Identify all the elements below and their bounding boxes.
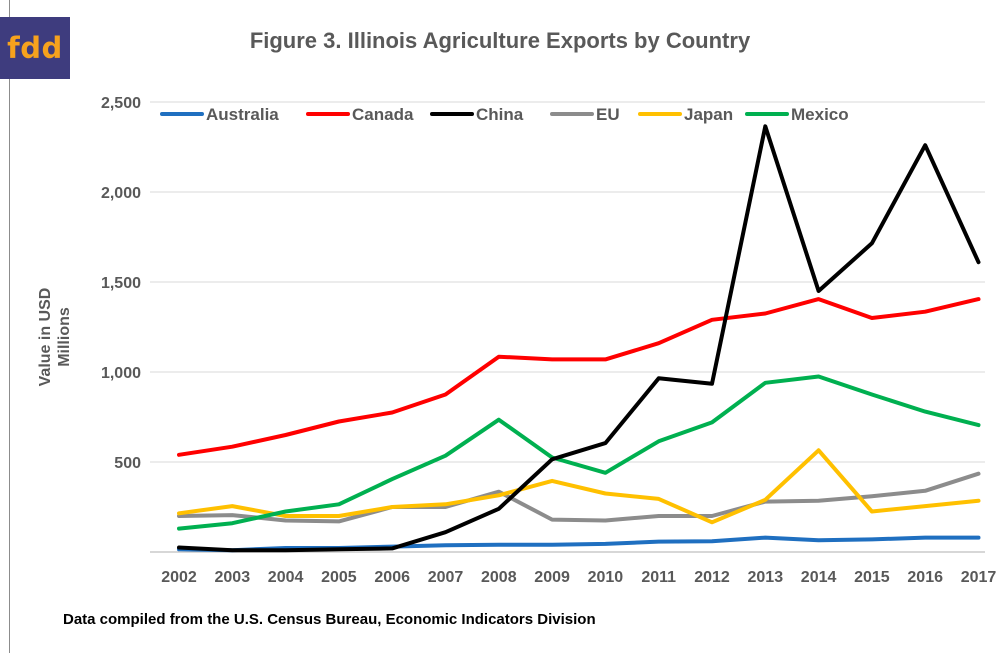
legend-label-japan: Japan [684, 105, 733, 124]
x-tick-label: 2011 [641, 569, 676, 586]
x-tick-label: 2013 [748, 569, 784, 586]
x-tick-label: 2017 [961, 569, 997, 586]
x-tick-label: 2007 [428, 569, 464, 586]
legend: Australia Canada China EU Japan Mexico [160, 105, 849, 124]
chart-frame-border [9, 0, 10, 653]
legend-label-china: China [476, 105, 524, 124]
y-tick-label: 2,000 [101, 185, 141, 202]
y-tick-label: 1,000 [101, 365, 141, 382]
x-tick-label: 2016 [907, 569, 943, 586]
source-note: Data compiled from the U.S. Census Burea… [63, 611, 596, 628]
y-tick-label: 2,500 [101, 95, 141, 112]
gridlines [150, 101, 985, 463]
series-line-china [177, 124, 981, 553]
fdd-logo: fdd [0, 17, 70, 79]
x-tick-label: 2008 [481, 569, 517, 586]
chart-title: Figure 3. Illinois Agriculture Exports b… [249, 28, 751, 53]
x-tick-label: 2004 [268, 569, 304, 586]
legend-label-canada: Canada [352, 105, 414, 124]
x-tick-label: 2006 [374, 569, 410, 586]
x-tick-label: 2012 [694, 569, 730, 586]
x-tick-label: 2015 [854, 569, 890, 586]
x-tick-label: 2009 [534, 569, 570, 586]
y-tick-label: 500 [114, 455, 141, 472]
x-tick-label: 2002 [161, 569, 197, 586]
axes: 500 1,000 1,500 2,000 2,500 2002 2003 2004 2005 2… [101, 95, 996, 586]
x-tick-label: 2003 [215, 569, 251, 586]
logo-text: fdd [7, 31, 63, 65]
x-tick-label: 2014 [801, 569, 837, 586]
series-line-canada [177, 297, 981, 457]
x-tick-label: 2005 [321, 569, 357, 586]
series-line-japan [177, 448, 981, 525]
x-tick-label: 2010 [588, 569, 624, 586]
legend-label-eu: EU [596, 105, 620, 124]
legend-label-mexico: Mexico [791, 105, 849, 124]
series-lines [177, 124, 981, 553]
series-line-mexico [177, 374, 981, 531]
legend-label-australia: Australia [206, 105, 279, 124]
y-tick-label: 1,500 [101, 275, 141, 292]
series-line-eu [177, 471, 981, 524]
